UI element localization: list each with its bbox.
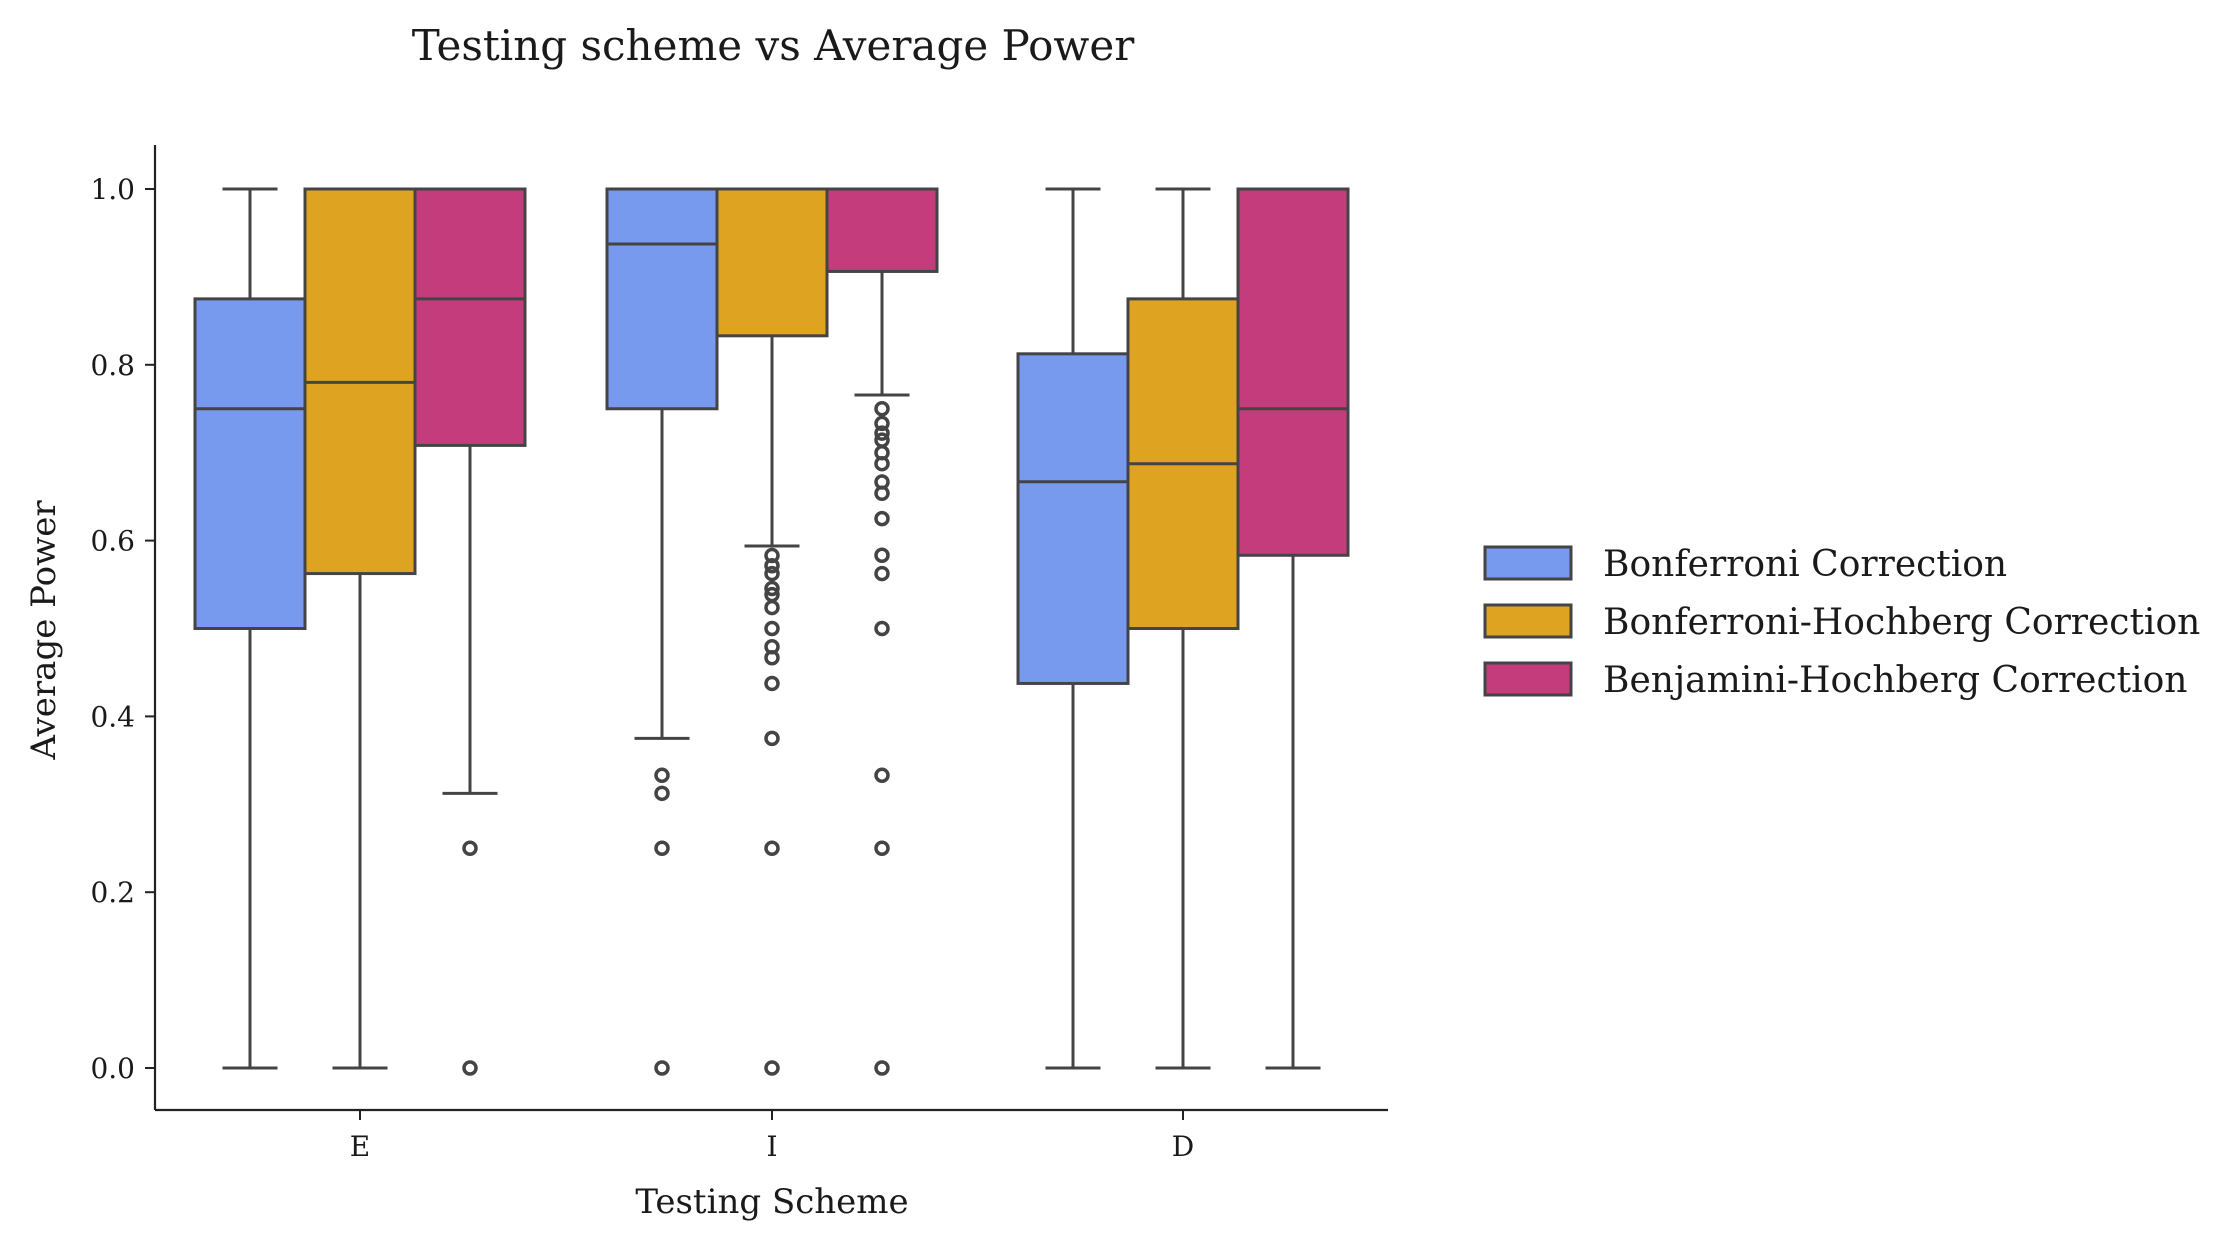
outlier-point-I-2-10 bbox=[874, 565, 890, 582]
outlier-point-I-2-7 bbox=[874, 485, 890, 502]
box-D-2 bbox=[1236, 187, 1350, 557]
outlier-point-I-2-8 bbox=[874, 510, 890, 527]
outlier-point-I-2-11 bbox=[874, 620, 890, 637]
legend-label-1: Bonferroni-Hochberg Correction bbox=[1603, 602, 2200, 643]
legend-label-0: Bonferroni Correction bbox=[1603, 544, 2007, 585]
outlier-point-I-2-0 bbox=[874, 401, 890, 417]
y-tick-label-3: 0.6 bbox=[90, 525, 135, 558]
box-I-1 bbox=[715, 187, 829, 338]
outlier-point-I-2-9 bbox=[874, 547, 890, 564]
legend-swatch-2 bbox=[1483, 661, 1573, 697]
y-axis-label: Average Power bbox=[24, 500, 64, 761]
x-tick-label-D: D bbox=[1172, 1130, 1194, 1163]
outlier-point-E-2-0 bbox=[462, 840, 478, 856]
y-tick-label-0: 0.0 bbox=[90, 1052, 135, 1085]
y-tick-label-1: 0.2 bbox=[90, 876, 135, 909]
box-I-2 bbox=[825, 187, 939, 273]
legend-swatch-1 bbox=[1483, 603, 1573, 639]
y-tick-label-5: 1.0 bbox=[90, 173, 135, 206]
outlier-point-I-1-11 bbox=[764, 840, 780, 856]
box-D-0 bbox=[1016, 352, 1130, 685]
outlier-point-I-1-1 bbox=[764, 557, 780, 574]
x-axis-label: Testing Scheme bbox=[635, 1182, 908, 1222]
outlier-point-I-2-12 bbox=[874, 767, 890, 784]
legend: Bonferroni Correction Bonferroni-Hochberg… bbox=[1483, 544, 2200, 701]
outlier-point-I-2-5 bbox=[874, 455, 890, 472]
outlier-point-I-1-0 bbox=[764, 547, 780, 564]
outlier-point-I-1-9 bbox=[764, 675, 780, 692]
outlier-point-I-2-13 bbox=[874, 840, 890, 856]
outlier-point-I-0-0 bbox=[654, 767, 670, 784]
box-E-2 bbox=[413, 187, 527, 447]
outlier-point-I-1-10 bbox=[764, 730, 780, 747]
outlier-point-I-1-2 bbox=[764, 565, 780, 582]
outlier-point-I-1-5 bbox=[764, 599, 780, 616]
outlier-point-I-0-2 bbox=[654, 840, 670, 856]
outlier-point-I-2-14 bbox=[874, 1060, 890, 1076]
outlier-point-I-0-1 bbox=[654, 785, 670, 802]
outlier-point-I-1-12 bbox=[764, 1060, 780, 1076]
x-tick-label-E: E bbox=[350, 1130, 370, 1163]
box-I-0 bbox=[605, 187, 719, 411]
outlier-point-I-1-6 bbox=[764, 620, 780, 637]
outlier-point-I-2-1 bbox=[874, 415, 890, 432]
legend-label-2: Benjamini-Hochberg Correction bbox=[1603, 660, 2188, 701]
chart-title: Testing scheme vs Average Power bbox=[412, 21, 1135, 70]
outlier-point-I-0-3 bbox=[654, 1060, 670, 1076]
axes-layer: 0.0 0.2 0.4 0.6 0.8 1.0 E I D bbox=[90, 145, 1388, 1163]
outlier-point-I-1-3 bbox=[764, 580, 780, 597]
x-tick-label-I: I bbox=[766, 1130, 777, 1163]
y-tick-label-2: 0.4 bbox=[90, 700, 135, 733]
outlier-point-I-1-8 bbox=[764, 650, 780, 666]
box-E-0 bbox=[193, 297, 307, 630]
boxes-layer bbox=[193, 187, 1350, 1076]
y-tick-label-4: 0.8 bbox=[90, 349, 135, 382]
legend-swatch-0 bbox=[1483, 545, 1573, 581]
outlier-point-I-2-2 bbox=[874, 425, 890, 441]
outlier-point-E-2-1 bbox=[462, 1060, 478, 1076]
